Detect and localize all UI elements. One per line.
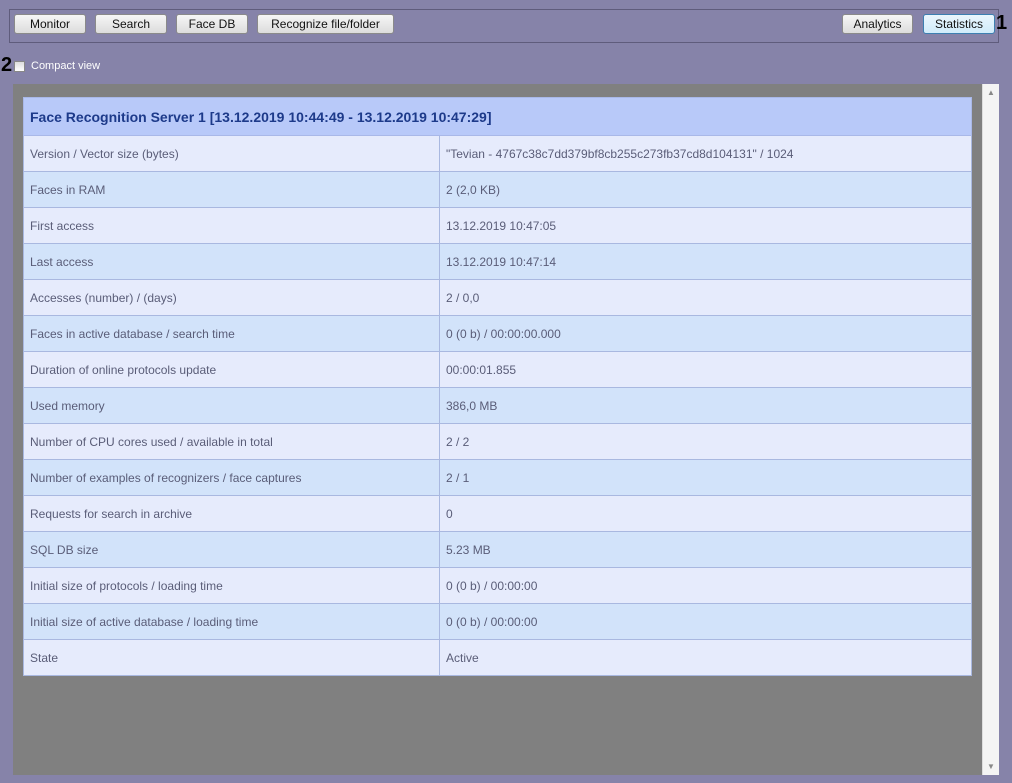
callout-1: 1 <box>996 12 1008 34</box>
row-value: 0 <box>439 495 972 532</box>
row-value: 386,0 MB <box>439 387 972 424</box>
row-label: Accesses (number) / (days) <box>23 279 440 316</box>
statistics-table: Face Recognition Server 1 [13.12.2019 10… <box>23 97 972 676</box>
analytics-button[interactable]: Analytics <box>842 14 913 34</box>
row-label: Number of CPU cores used / available in … <box>23 423 440 460</box>
table-row: First access 13.12.2019 10:47:05 <box>23 207 972 244</box>
row-value: 2 / 1 <box>439 459 972 496</box>
server-title: Face Recognition Server 1 [13.12.2019 10… <box>23 97 972 136</box>
row-value: 0 (0 b) / 00:00:00 <box>439 567 972 604</box>
row-value: 2 / 2 <box>439 423 972 460</box>
vertical-scrollbar[interactable]: ▲ ▼ <box>982 84 999 775</box>
row-label: State <box>23 639 440 676</box>
row-value: 2 / 0,0 <box>439 279 972 316</box>
table-row: Duration of online protocols update 00:00… <box>23 351 972 388</box>
face-db-button[interactable]: Face DB <box>176 14 248 34</box>
row-label: Initial size of active database / loadin… <box>23 603 440 640</box>
row-label: Initial size of protocols / loading time <box>23 567 440 604</box>
row-label: Faces in active database / search time <box>23 315 440 352</box>
table-row: Initial size of protocols / loading time… <box>23 567 972 604</box>
table-row: Number of CPU cores used / available in … <box>23 423 972 460</box>
row-value: 13.12.2019 10:47:14 <box>439 243 972 280</box>
table-row: State Active <box>23 639 972 676</box>
table-row: Initial size of active database / loadin… <box>23 603 972 640</box>
row-value: 2 (2,0 KB) <box>439 171 972 208</box>
statistics-button[interactable]: Statistics <box>923 14 995 34</box>
row-label: Last access <box>23 243 440 280</box>
row-label: Number of examples of recognizers / face… <box>23 459 440 496</box>
table-row: Version / Vector size (bytes) "Tevian - 4… <box>23 135 972 172</box>
row-label: SQL DB size <box>23 531 440 568</box>
table-row: Last access 13.12.2019 10:47:14 <box>23 243 972 280</box>
scroll-down-icon[interactable]: ▼ <box>987 762 995 771</box>
row-label: Requests for search in archive <box>23 495 440 532</box>
row-value: 5.23 MB <box>439 531 972 568</box>
toolbar: Monitor Search Face DB Recognize file/fo… <box>9 9 999 43</box>
table-row: Used memory 386,0 MB <box>23 387 972 424</box>
table-row: Faces in active database / search time 0 … <box>23 315 972 352</box>
callout-2: 2 <box>1 54 13 76</box>
table-row: SQL DB size 5.23 MB <box>23 531 972 568</box>
table-row: Number of examples of recognizers / face… <box>23 459 972 496</box>
row-label: Faces in RAM <box>23 171 440 208</box>
row-label: Duration of online protocols update <box>23 351 440 388</box>
row-value: 13.12.2019 10:47:05 <box>439 207 972 244</box>
scroll-up-icon[interactable]: ▲ <box>987 88 995 97</box>
compact-view-checkbox[interactable]: Compact view <box>14 60 100 72</box>
recognize-file-folder-button[interactable]: Recognize file/folder <box>257 14 394 34</box>
table-row: Requests for search in archive 0 <box>23 495 972 532</box>
statistics-panel: Face Recognition Server 1 [13.12.2019 10… <box>13 84 982 775</box>
search-button[interactable]: Search <box>95 14 167 34</box>
row-label: Version / Vector size (bytes) <box>23 135 440 172</box>
row-value: 00:00:01.855 <box>439 351 972 388</box>
row-value: 0 (0 b) / 00:00:00.000 <box>439 315 972 352</box>
row-value: 0 (0 b) / 00:00:00 <box>439 603 972 640</box>
table-row: Accesses (number) / (days) 2 / 0,0 <box>23 279 972 316</box>
compact-view-label: Compact view <box>31 60 101 72</box>
checkbox-box[interactable] <box>14 60 25 72</box>
row-value: Active <box>439 639 972 676</box>
monitor-button[interactable]: Monitor <box>14 14 86 34</box>
row-label: Used memory <box>23 387 440 424</box>
row-label: First access <box>23 207 440 244</box>
table-row: Faces in RAM 2 (2,0 KB) <box>23 171 972 208</box>
row-value: "Tevian - 4767c38c7dd379bf8cb255c273fb37… <box>439 135 972 172</box>
